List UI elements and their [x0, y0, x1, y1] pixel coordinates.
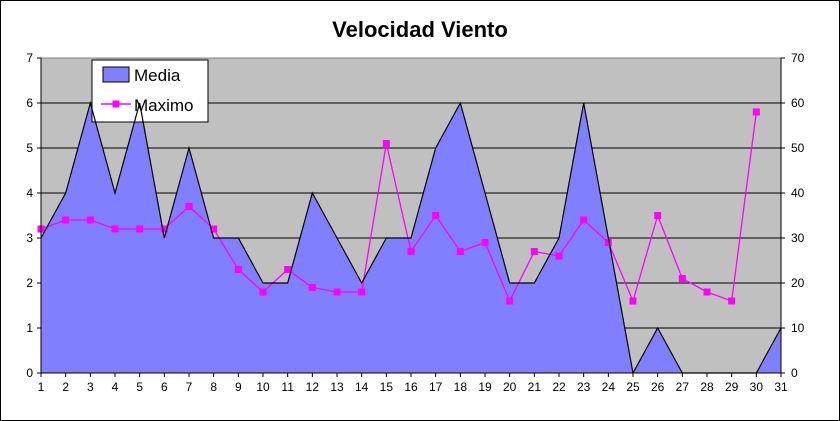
x-tick-label: 7 — [186, 380, 193, 394]
x-tick-label: 5 — [136, 380, 143, 394]
x-tick-label: 22 — [552, 380, 566, 394]
y-left-tick-label: 2 — [26, 276, 33, 290]
legend-label-maximo: Maximo — [134, 96, 194, 115]
x-tick-label: 15 — [380, 380, 394, 394]
maximo-marker — [333, 288, 341, 296]
y-right-tick-label: 10 — [791, 321, 805, 335]
y-left-tick-label: 3 — [26, 231, 33, 245]
x-tick-label: 18 — [454, 380, 468, 394]
legend-marker-maximo — [112, 100, 120, 108]
maximo-marker — [580, 216, 588, 224]
maximo-marker — [481, 239, 489, 246]
x-tick-label: 24 — [602, 380, 616, 394]
y-left-tick-label: 5 — [26, 141, 33, 155]
x-tick-label: 19 — [478, 380, 492, 394]
x-tick-label: 26 — [651, 380, 665, 394]
chart-title: Velocidad Viento — [332, 17, 508, 42]
y-left-tick-label: 6 — [26, 96, 33, 110]
y-right-tick-label: 20 — [791, 276, 805, 290]
maximo-marker — [407, 248, 415, 255]
x-tick-label: 25 — [626, 380, 640, 394]
x-tick-label: 23 — [577, 380, 591, 394]
maximo-marker — [308, 284, 316, 291]
x-tick-label: 27 — [676, 380, 690, 394]
maximo-marker — [185, 203, 193, 210]
x-tick-label: 1 — [38, 380, 45, 394]
maximo-marker — [629, 297, 637, 305]
y-right-tick-label: 50 — [791, 141, 805, 155]
x-tick-label: 30 — [750, 380, 764, 394]
maximo-marker — [678, 275, 686, 282]
maximo-marker — [604, 239, 612, 246]
maximo-marker — [234, 266, 242, 273]
x-tick-label: 11 — [281, 380, 294, 394]
y-right-tick-label: 70 — [791, 51, 805, 65]
x-tick-label: 16 — [404, 380, 418, 394]
x-tick-label: 14 — [355, 380, 369, 394]
maximo-marker — [382, 140, 390, 147]
x-tick-label: 20 — [503, 380, 517, 394]
x-tick-label: 21 — [528, 380, 542, 394]
maximo-marker — [555, 252, 563, 260]
x-tick-label: 10 — [256, 380, 270, 394]
y-left-tick-label: 4 — [26, 186, 33, 200]
maximo-marker — [259, 288, 267, 296]
x-tick-label: 17 — [429, 380, 443, 394]
maximo-marker — [506, 297, 514, 305]
y-right-tick-label: 30 — [791, 231, 805, 245]
x-tick-label: 6 — [161, 380, 168, 394]
maximo-marker — [530, 248, 538, 255]
maximo-marker — [654, 212, 662, 219]
x-tick-label: 8 — [210, 380, 217, 394]
legend-label-media: Media — [134, 66, 181, 85]
maximo-line — [40, 111, 757, 303]
maximo-marker — [210, 225, 218, 233]
maximo-marker — [728, 297, 736, 305]
y-right-tick-label: 60 — [791, 96, 805, 110]
maximo-marker — [86, 216, 94, 224]
maximo-marker — [62, 216, 70, 224]
maximo-marker — [136, 225, 144, 233]
x-tick-label: 29 — [725, 380, 739, 394]
legend-swatch-media — [102, 66, 130, 83]
maximo-line-series — [37, 108, 760, 305]
x-tick-label: 3 — [87, 380, 94, 394]
x-tick-label: 4 — [112, 380, 119, 394]
y-left-tick-label: 0 — [26, 366, 33, 380]
legend: Media Maximo — [91, 59, 209, 123]
maximo-marker — [284, 266, 292, 273]
x-tick-label: 13 — [330, 380, 344, 394]
y-left-tick-label: 1 — [26, 321, 33, 335]
x-tick-label: 9 — [235, 380, 242, 394]
media-area-outline — [40, 100, 782, 375]
maximo-marker — [703, 288, 711, 296]
maximo-marker — [456, 248, 464, 255]
maximo-marker — [432, 212, 440, 219]
x-tick-label: 31 — [774, 380, 788, 394]
x-tick-label: 28 — [700, 380, 714, 394]
y-right-tick-label: 40 — [791, 186, 805, 200]
maximo-marker — [358, 288, 366, 296]
maximo-marker — [160, 225, 168, 233]
maximo-marker — [111, 225, 119, 233]
x-tick-label: 2 — [62, 380, 69, 394]
y-right-tick-label: 0 — [791, 366, 798, 380]
maximo-marker — [752, 108, 760, 116]
y-left-tick-label: 7 — [26, 51, 33, 65]
x-tick-label: 12 — [306, 380, 320, 394]
